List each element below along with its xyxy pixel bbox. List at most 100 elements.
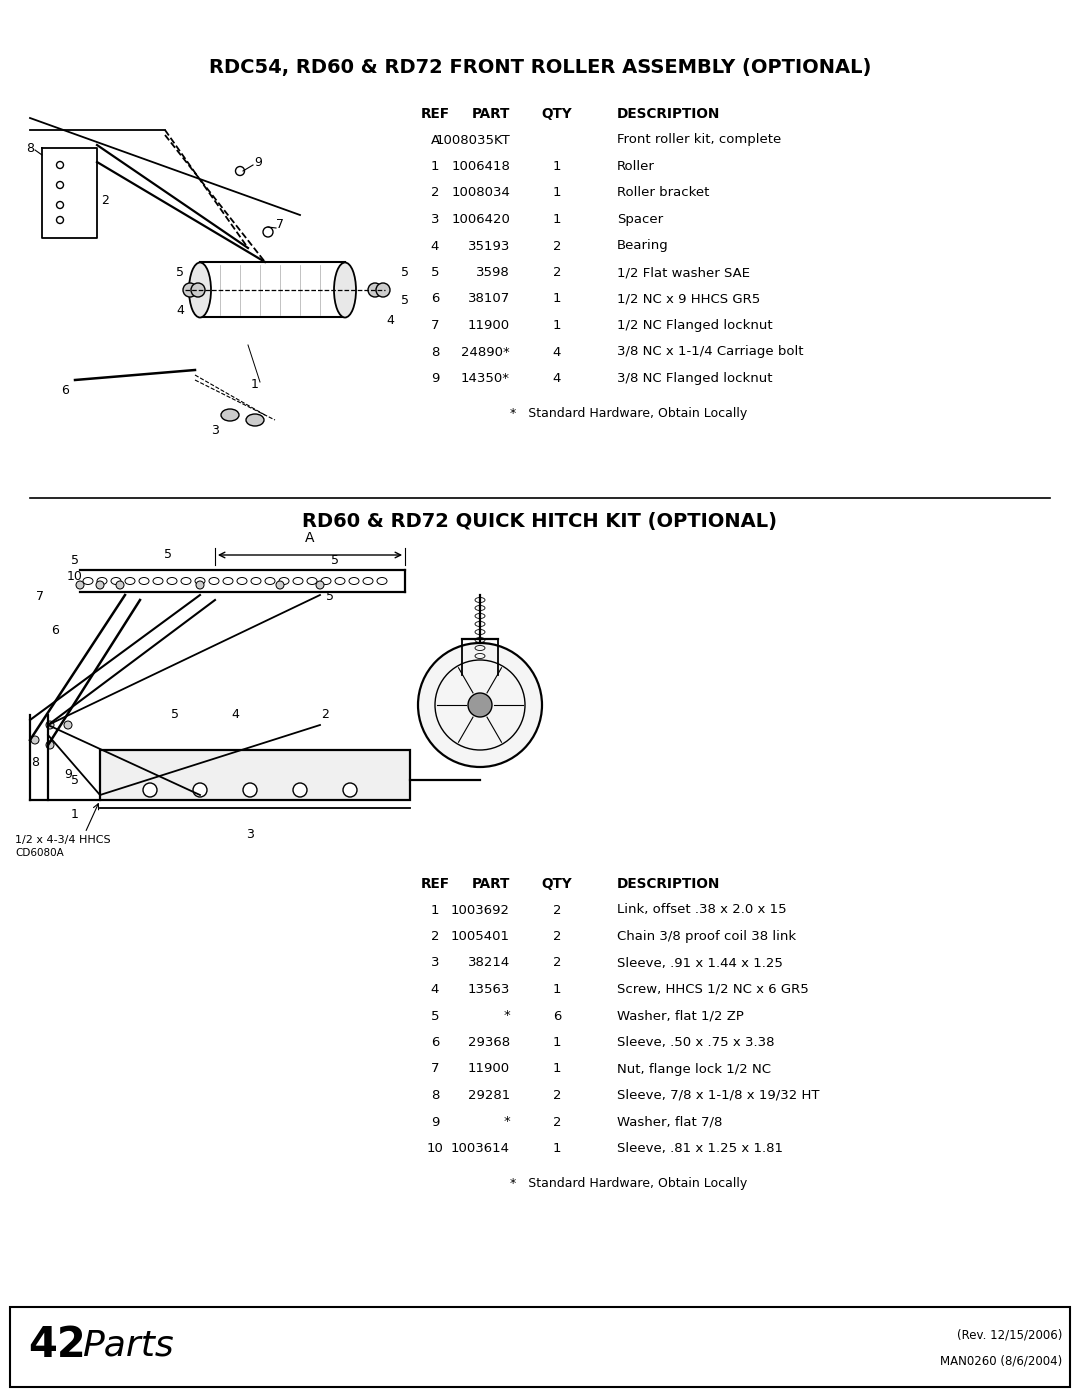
- Text: 1008035KT: 1008035KT: [435, 134, 510, 147]
- Text: 1: 1: [431, 904, 440, 916]
- Text: 7: 7: [36, 591, 44, 604]
- Text: 1: 1: [431, 161, 440, 173]
- Text: 2: 2: [553, 930, 562, 943]
- Bar: [10, 1308, 1070, 1387]
- Text: 14350*: 14350*: [461, 372, 510, 386]
- Circle shape: [96, 581, 104, 590]
- Text: 1003692: 1003692: [451, 904, 510, 916]
- Text: 1006418: 1006418: [451, 161, 510, 173]
- Text: *: *: [503, 1010, 510, 1023]
- Circle shape: [243, 782, 257, 798]
- Circle shape: [468, 693, 492, 717]
- Text: 1: 1: [553, 161, 562, 173]
- Text: 1: 1: [553, 1141, 562, 1155]
- Text: 2: 2: [431, 930, 440, 943]
- Text: 5: 5: [71, 774, 79, 787]
- Circle shape: [376, 284, 390, 298]
- Text: 5: 5: [164, 549, 172, 562]
- Text: Roller: Roller: [617, 161, 654, 173]
- Text: 11900: 11900: [468, 319, 510, 332]
- Text: 10: 10: [427, 1141, 444, 1155]
- Text: 5: 5: [401, 293, 409, 306]
- Text: 10: 10: [67, 570, 83, 584]
- Text: 7: 7: [276, 218, 284, 232]
- Ellipse shape: [221, 409, 239, 420]
- Text: 6: 6: [51, 623, 59, 637]
- Text: Sleeve, .81 x 1.25 x 1.81: Sleeve, .81 x 1.25 x 1.81: [617, 1141, 783, 1155]
- Text: 4: 4: [431, 239, 440, 253]
- Text: 3: 3: [431, 212, 440, 226]
- Text: Chain 3/8 proof coil 38 link: Chain 3/8 proof coil 38 link: [617, 930, 796, 943]
- Text: Washer, flat 1/2 ZP: Washer, flat 1/2 ZP: [617, 1010, 744, 1023]
- Text: 29368: 29368: [468, 1037, 510, 1049]
- Text: 2: 2: [431, 187, 440, 200]
- Text: 3: 3: [211, 423, 219, 436]
- Text: PART: PART: [472, 108, 510, 122]
- Circle shape: [46, 740, 54, 749]
- Text: Screw, HHCS 1/2 NC x 6 GR5: Screw, HHCS 1/2 NC x 6 GR5: [617, 983, 809, 996]
- Text: 4: 4: [553, 372, 562, 386]
- Text: 1: 1: [553, 1063, 562, 1076]
- Text: 1: 1: [553, 292, 562, 306]
- Text: 8: 8: [26, 141, 33, 155]
- Ellipse shape: [189, 263, 211, 317]
- Text: RD60 & RD72 QUICK HITCH KIT (OPTIONAL): RD60 & RD72 QUICK HITCH KIT (OPTIONAL): [302, 511, 778, 531]
- Text: 5: 5: [401, 265, 409, 278]
- Text: Spacer: Spacer: [617, 212, 663, 226]
- Text: 1003614: 1003614: [451, 1141, 510, 1155]
- Circle shape: [191, 284, 205, 298]
- Circle shape: [418, 643, 542, 767]
- Text: 3/8 NC x 1-1/4 Carriage bolt: 3/8 NC x 1-1/4 Carriage bolt: [617, 345, 804, 359]
- Text: 1: 1: [71, 809, 79, 821]
- Text: 1: 1: [553, 319, 562, 332]
- Text: 2: 2: [321, 708, 329, 721]
- Text: 42: 42: [28, 1324, 85, 1366]
- Ellipse shape: [246, 414, 264, 426]
- Circle shape: [316, 581, 324, 590]
- Text: 5: 5: [326, 591, 334, 604]
- Text: 38214: 38214: [468, 957, 510, 970]
- Circle shape: [116, 581, 124, 590]
- Text: 3598: 3598: [476, 265, 510, 279]
- Text: 3: 3: [246, 828, 254, 841]
- Text: Parts: Parts: [82, 1329, 174, 1362]
- Text: 2: 2: [553, 1090, 562, 1102]
- Bar: [100, 750, 410, 800]
- Text: 35193: 35193: [468, 239, 510, 253]
- Circle shape: [343, 782, 357, 798]
- Text: 2: 2: [553, 904, 562, 916]
- Text: 1008034: 1008034: [451, 187, 510, 200]
- Text: 8: 8: [31, 756, 39, 768]
- Text: 1: 1: [251, 379, 259, 391]
- Text: A: A: [431, 134, 440, 147]
- Text: 4: 4: [431, 983, 440, 996]
- Text: DESCRIPTION: DESCRIPTION: [617, 877, 720, 891]
- Text: 38107: 38107: [468, 292, 510, 306]
- Text: 9: 9: [431, 1115, 440, 1129]
- Text: 1/2 Flat washer SAE: 1/2 Flat washer SAE: [617, 265, 750, 279]
- Text: 2: 2: [102, 194, 109, 207]
- Text: *   Standard Hardware, Obtain Locally: * Standard Hardware, Obtain Locally: [510, 407, 747, 419]
- Text: 6: 6: [431, 1037, 440, 1049]
- Text: QTY: QTY: [542, 108, 572, 122]
- Text: 24890*: 24890*: [461, 345, 510, 359]
- Text: Bearing: Bearing: [617, 239, 669, 253]
- Circle shape: [193, 782, 207, 798]
- Text: 4: 4: [386, 313, 394, 327]
- Text: DESCRIPTION: DESCRIPTION: [617, 108, 720, 122]
- Circle shape: [143, 782, 157, 798]
- Circle shape: [368, 284, 382, 298]
- Text: 1006420: 1006420: [451, 212, 510, 226]
- Text: 6: 6: [62, 384, 69, 397]
- Text: 2: 2: [553, 239, 562, 253]
- Text: REF: REF: [420, 877, 449, 891]
- Circle shape: [276, 581, 284, 590]
- Text: PART: PART: [472, 877, 510, 891]
- Text: Sleeve, 7/8 x 1-1/8 x 19/32 HT: Sleeve, 7/8 x 1-1/8 x 19/32 HT: [617, 1090, 820, 1102]
- Text: 7: 7: [431, 1063, 440, 1076]
- Text: Sleeve, .50 x .75 x 3.38: Sleeve, .50 x .75 x 3.38: [617, 1037, 774, 1049]
- Text: Washer, flat 7/8: Washer, flat 7/8: [617, 1115, 723, 1129]
- Circle shape: [183, 284, 197, 298]
- Text: 4: 4: [176, 303, 184, 317]
- Text: 4: 4: [231, 708, 239, 721]
